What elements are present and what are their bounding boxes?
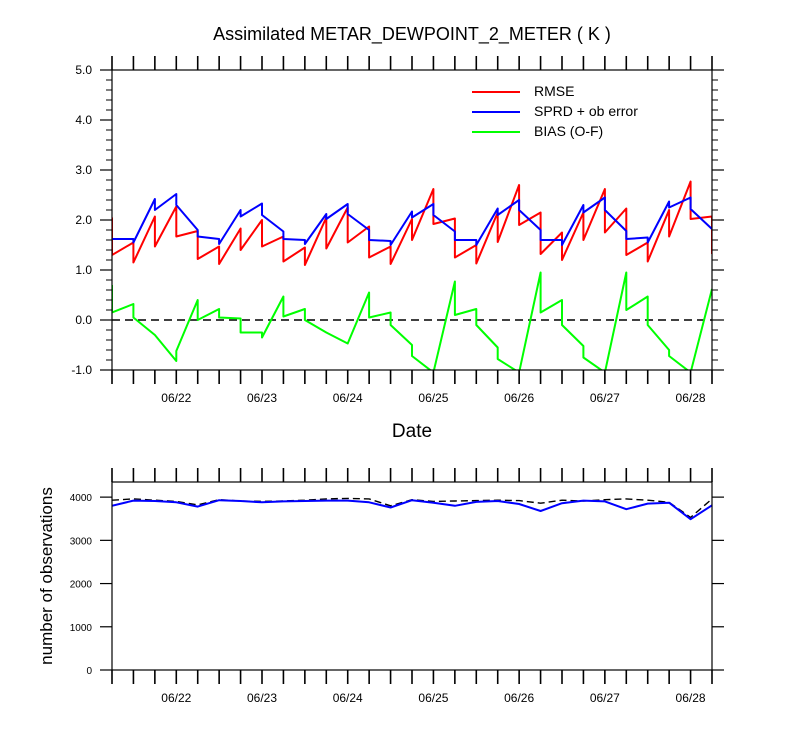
- x-tick-label: 06/26: [504, 391, 534, 405]
- legend-label: RMSE: [534, 83, 574, 99]
- x-tick-label: 06/23: [247, 691, 277, 705]
- y-tick-label: 2.0: [75, 213, 92, 227]
- y-tick-label: 1000: [70, 623, 93, 634]
- x-tick-label: 06/25: [418, 391, 448, 405]
- x-axis-label: Date: [392, 421, 432, 442]
- x-tick-label: 06/24: [333, 391, 363, 405]
- x-tick-label: 06/24: [333, 691, 363, 705]
- y-tick-label: 0.0: [75, 313, 92, 327]
- x-tick-label: 06/25: [418, 691, 448, 705]
- top-plot-area: [112, 180, 712, 370]
- y-tick-label: 5.0: [75, 63, 92, 77]
- bottom-axes: 06/22 06/23 06/24 06/25 06/26 06/27 06/28 0 1000…: [70, 468, 724, 705]
- x-tick-label: 06/28: [676, 691, 706, 705]
- bias-panel: 06/22 06/23 06/24 06/25 06/26 06/27 06/28 -1.0 0…: [71, 56, 724, 405]
- x-tick-label: 06/27: [590, 391, 620, 405]
- y-tick-label: 3000: [70, 536, 93, 547]
- x-tick-label: 06/22: [161, 391, 191, 405]
- y-axis-label-observations: number of observations: [37, 487, 56, 665]
- x-tick-label: 06/23: [247, 391, 277, 405]
- y-tick-label: 1.0: [75, 263, 92, 277]
- series-bias-o-f: [112, 271, 712, 370]
- series-sprd-ob-error: [112, 193, 712, 246]
- y-tick-label: 0: [86, 666, 92, 677]
- y-tick-label: 3.0: [75, 163, 92, 177]
- x-tick-label: 06/28: [676, 391, 706, 405]
- legend-label: SPRD + ob error: [534, 103, 638, 119]
- series-rmse: [112, 180, 712, 266]
- bottom-plot-area: [112, 497, 712, 521]
- y-tick-label: 4.0: [75, 113, 92, 127]
- y-tick-label: -1.0: [71, 363, 92, 377]
- x-tick-label: 06/27: [590, 691, 620, 705]
- bottom-plot-frame: [111, 481, 713, 671]
- observations-panel: 06/22 06/23 06/24 06/25 06/26 06/27 06/28 0 1000…: [70, 468, 724, 705]
- series-1-1: [112, 499, 712, 521]
- legend: RMSE SPRD + ob error BIAS (O-F): [472, 83, 638, 139]
- legend-label: BIAS (O-F): [534, 123, 603, 139]
- top-axes: 06/22 06/23 06/24 06/25 06/26 06/27 06/28 -1.0 0…: [71, 56, 724, 405]
- x-tick-label: 06/22: [161, 691, 191, 705]
- y-tick-label: 2000: [70, 580, 93, 591]
- x-tick-label: 06/26: [504, 691, 534, 705]
- chart-title: Assimilated METAR_DEWPOINT_2_METER ( K ): [213, 24, 611, 45]
- y-tick-label: 4000: [70, 493, 93, 504]
